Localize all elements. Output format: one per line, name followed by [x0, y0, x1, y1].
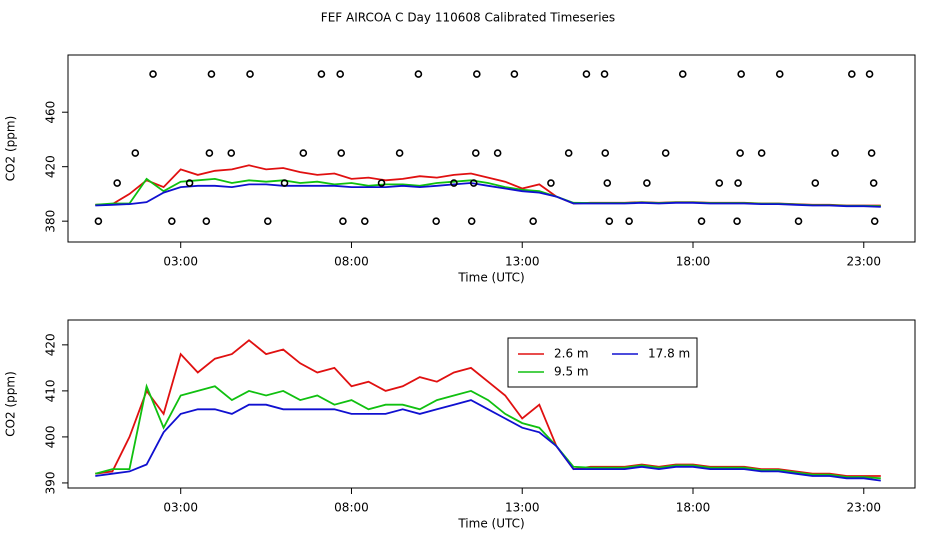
marker — [775, 70, 784, 78]
y-tick-label: 420 — [44, 155, 58, 178]
y-tick-label: 390 — [44, 471, 58, 494]
marker — [661, 149, 670, 157]
marker — [715, 179, 724, 187]
plot-box — [67, 54, 916, 243]
marker — [432, 217, 440, 225]
x-tick-label: 03:00 — [163, 501, 198, 515]
x-tick-label: 18:00 — [676, 501, 711, 515]
marker — [414, 70, 423, 78]
marker — [867, 149, 876, 157]
y-tick-label: 410 — [44, 379, 58, 402]
marker — [603, 179, 612, 187]
marker — [280, 179, 289, 187]
x-tick-label: 08:00 — [334, 501, 369, 515]
marker — [510, 70, 519, 78]
marker — [736, 149, 744, 157]
marker — [471, 149, 480, 157]
marker — [865, 70, 874, 78]
marker — [336, 70, 345, 78]
marker — [493, 149, 502, 157]
marker — [737, 70, 745, 78]
marker — [185, 179, 194, 187]
x-tick-label: 23:00 — [846, 501, 881, 515]
marker — [831, 149, 839, 157]
marker — [395, 149, 404, 157]
plot-box — [67, 319, 916, 489]
marker — [678, 70, 687, 78]
marker — [848, 70, 856, 78]
marker — [360, 217, 369, 225]
y-tick-label: 400 — [44, 425, 58, 448]
x-tick-label: 08:00 — [334, 255, 369, 269]
legend-label: 17.8 m — [648, 347, 690, 361]
marker — [529, 217, 537, 225]
marker — [207, 70, 216, 78]
marker — [582, 70, 591, 78]
marker — [734, 179, 742, 187]
y-tick-label: 460 — [44, 101, 58, 124]
marker — [377, 179, 386, 187]
marker — [450, 179, 458, 187]
marker — [625, 217, 633, 225]
marker — [811, 179, 820, 187]
marker — [733, 217, 741, 225]
marker — [202, 217, 211, 225]
marker — [246, 70, 254, 78]
x-axis-label: Time (UTC) — [457, 271, 524, 285]
x-tick-label: 03:00 — [163, 255, 198, 269]
marker — [757, 149, 766, 157]
x-tick-label: 13:00 — [505, 501, 540, 515]
series-line — [95, 182, 881, 208]
marker — [547, 179, 555, 187]
figure-title: FEF AIRCOA C Day 110608 Calibrated Times… — [321, 11, 615, 25]
legend-label: 2.6 m — [554, 347, 589, 361]
marker — [601, 149, 610, 157]
marker — [113, 179, 121, 187]
marker — [205, 149, 214, 157]
marker — [697, 217, 706, 225]
marker — [168, 217, 176, 225]
marker — [339, 217, 347, 225]
marker — [317, 70, 326, 78]
y-tick-label: 380 — [44, 210, 58, 233]
marker — [643, 179, 651, 187]
x-tick-label: 13:00 — [505, 255, 540, 269]
marker — [299, 149, 308, 157]
marker — [467, 217, 476, 225]
marker — [564, 149, 573, 157]
marker — [869, 179, 878, 187]
marker — [337, 149, 346, 157]
marker — [227, 149, 236, 157]
legend-box — [507, 337, 698, 388]
y-tick-label: 420 — [44, 333, 58, 356]
marker — [469, 179, 478, 187]
marker — [131, 149, 140, 157]
x-tick-label: 18:00 — [676, 255, 711, 269]
marker — [600, 70, 609, 78]
marker — [149, 70, 157, 78]
x-tick-label: 23:00 — [846, 255, 881, 269]
legend-label: 9.5 m — [554, 365, 589, 379]
marker — [94, 217, 103, 225]
marker — [870, 217, 879, 225]
marker — [473, 70, 481, 78]
y-axis-label: CO2 (ppm) — [4, 371, 18, 437]
series-line — [95, 399, 881, 482]
marker — [263, 217, 272, 225]
x-axis-label: Time (UTC) — [457, 517, 524, 531]
series-line — [95, 383, 881, 480]
marker — [794, 217, 803, 225]
marker — [605, 217, 614, 225]
y-axis-label: CO2 (ppm) — [4, 116, 18, 182]
